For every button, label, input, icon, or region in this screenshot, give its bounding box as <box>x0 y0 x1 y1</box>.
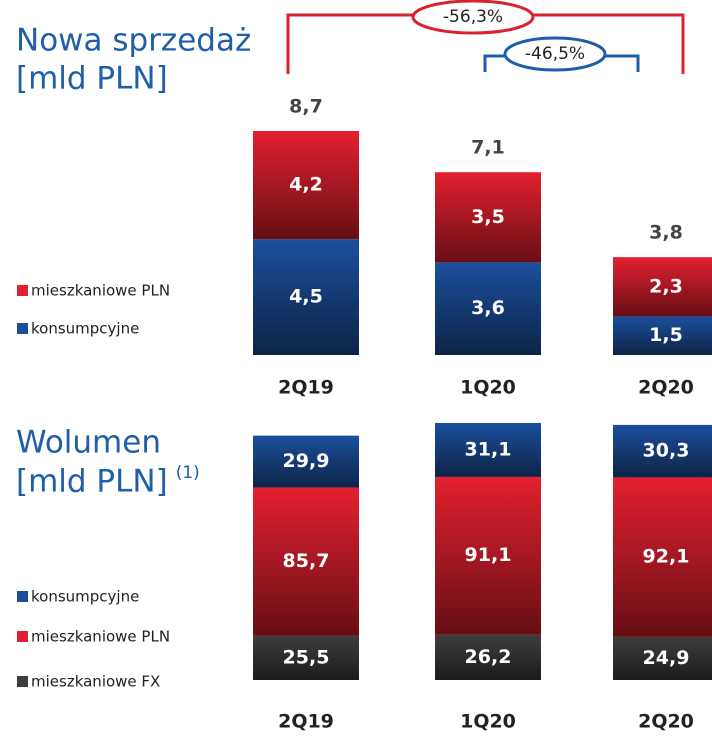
chart-subtitle: [mld PLN] <box>16 61 168 97</box>
legend-swatch <box>17 323 28 334</box>
data-label: 1,5 <box>649 324 683 346</box>
bar-shade <box>435 262 541 355</box>
legend-label: mieszkaniowe PLN <box>31 282 170 300</box>
data-label: 29,9 <box>283 450 330 472</box>
bar-shade <box>435 172 541 263</box>
data-label: 3,6 <box>471 297 505 319</box>
bar-shade <box>253 131 359 240</box>
total-label: 8,7 <box>289 96 323 118</box>
bar-shade <box>613 316 712 355</box>
legend-swatch <box>17 591 28 602</box>
bar-shade <box>613 477 712 637</box>
data-label: 31,1 <box>465 438 512 460</box>
legend-label: konsumpcyjne <box>31 588 139 606</box>
category-label: 2Q20 <box>638 711 694 733</box>
bar-shade <box>613 636 712 680</box>
bar-shade <box>613 257 712 317</box>
annotation-bubble <box>503 36 607 72</box>
legend-swatch <box>17 285 28 296</box>
category-label: 1Q20 <box>460 377 516 399</box>
data-label: 3,5 <box>471 206 505 228</box>
legend-label: mieszkaniowe PLN <box>31 628 170 646</box>
bar-shade <box>253 635 359 680</box>
legend-swatch <box>17 676 28 687</box>
category-label: 2Q20 <box>638 377 694 399</box>
legend-label: mieszkaniowe FX <box>31 673 160 691</box>
data-label: 26,2 <box>465 646 512 668</box>
category-label: 2Q19 <box>278 711 334 733</box>
total-label: 3,8 <box>649 222 683 244</box>
data-label: 4,5 <box>289 286 323 308</box>
bar-shade <box>613 424 712 478</box>
data-label: 92,1 <box>643 546 690 568</box>
data-label: 91,1 <box>465 544 512 566</box>
bar-shade <box>435 634 541 680</box>
bar-shade <box>253 239 359 355</box>
footnote-marker: (1) <box>176 463 200 483</box>
legend-label: konsumpcyjne <box>31 320 139 338</box>
bar-shade <box>253 487 359 636</box>
legend-swatch <box>17 631 28 642</box>
data-label: 25,5 <box>283 646 330 668</box>
data-label: 2,3 <box>649 275 683 297</box>
data-label: 85,7 <box>283 550 330 572</box>
annotation: -46,5% <box>525 44 585 64</box>
annotation: -56,3% <box>443 7 503 27</box>
data-label: 24,9 <box>643 647 690 669</box>
annotation-bubble <box>411 0 535 35</box>
category-label: 1Q20 <box>460 711 516 733</box>
chart-title: Wolumen <box>16 425 161 461</box>
chart-title: Nowa sprzedaż <box>16 23 251 59</box>
data-label: 4,2 <box>289 174 323 196</box>
total-label: 7,1 <box>471 137 505 159</box>
category-label: 2Q19 <box>278 377 334 399</box>
bar-shade <box>253 435 359 488</box>
chart-subtitle: [mld PLN] <box>16 464 168 500</box>
bar-shade <box>435 476 541 635</box>
bar-shade <box>435 423 541 477</box>
data-label: 30,3 <box>643 440 690 462</box>
